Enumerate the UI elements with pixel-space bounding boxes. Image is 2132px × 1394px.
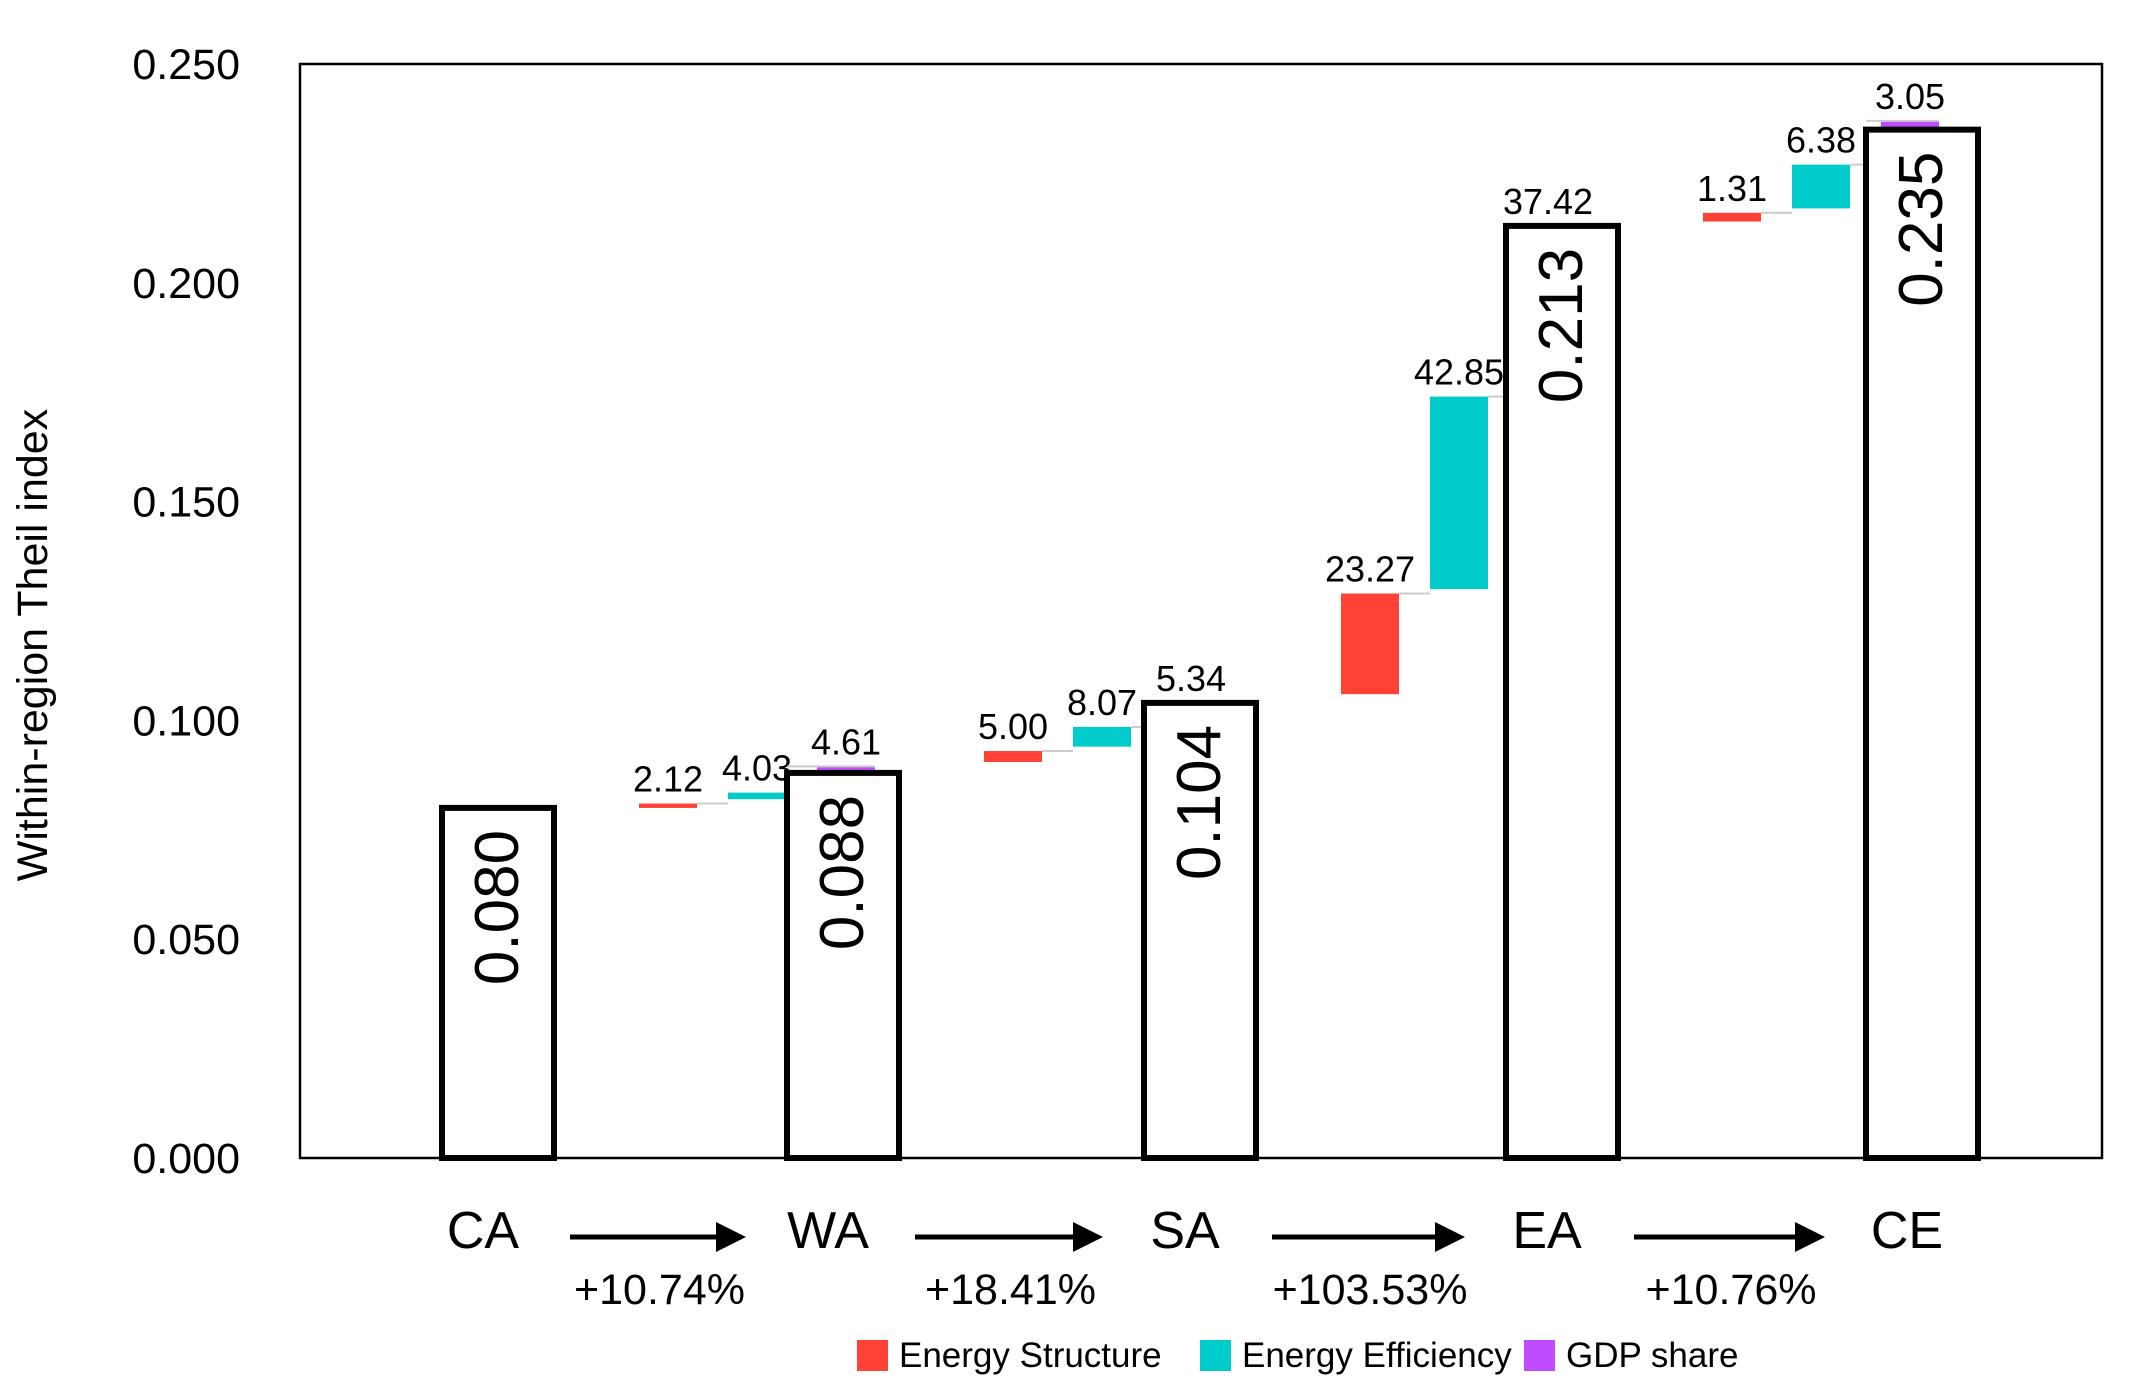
y-tick-label: 0.000 bbox=[132, 1135, 240, 1183]
region-label-ce: CE bbox=[1871, 1202, 1943, 1260]
segment-value-label: 23.27 bbox=[1325, 548, 1415, 589]
total-bar bbox=[1503, 222, 1621, 1162]
component-bars: 2.12 4.03 4.61 5.00 8.07 5.34 23.27 42.85 37.42 1… bbox=[633, 76, 1945, 808]
segment-bar-energy-structure bbox=[984, 751, 1042, 762]
region-label-ca: CA bbox=[447, 1202, 520, 1260]
total-value-label: 0.104 bbox=[1165, 725, 1234, 880]
segment-value-label: 1.31 bbox=[1697, 168, 1767, 209]
legend-label-energy-efficiency: Energy Efficiency bbox=[1242, 1336, 1512, 1375]
y-tick-label: 0.250 bbox=[132, 41, 240, 89]
legend: Energy Structure Energy Efficiency GDP sha… bbox=[857, 1336, 1739, 1375]
total-bar bbox=[784, 769, 902, 1161]
segment-value-label: 8.07 bbox=[1067, 682, 1137, 723]
legend-swatch-gdp-share bbox=[1524, 1340, 1555, 1371]
y-tick-label: 0.150 bbox=[132, 479, 240, 527]
segment-value-label: 3.05 bbox=[1875, 76, 1945, 117]
y-tick-label: 0.050 bbox=[132, 916, 240, 964]
region-label-ea: EA bbox=[1512, 1202, 1582, 1260]
segment-value-label: 37.42 bbox=[1503, 181, 1593, 222]
legend-label-gdp-share: GDP share bbox=[1566, 1336, 1739, 1375]
total-value-label: 0.235 bbox=[1887, 152, 1956, 307]
legend-label-energy-structure: Energy Structure bbox=[899, 1336, 1162, 1375]
y-tick-label: 0.100 bbox=[132, 697, 240, 745]
transition-change-label: +10.74% bbox=[574, 1266, 745, 1314]
segment-value-label: 5.00 bbox=[978, 706, 1048, 747]
segment-value-label: 2.12 bbox=[633, 759, 703, 800]
transition-change-label: +103.53% bbox=[1273, 1266, 1468, 1314]
total-value-label: 0.213 bbox=[1527, 248, 1596, 403]
segment-value-label: 4.03 bbox=[722, 748, 792, 789]
segment-bar-energy-efficiency bbox=[1073, 726, 1131, 747]
segment-value-label: 4.61 bbox=[811, 721, 881, 762]
segment-bar-energy-structure bbox=[1703, 212, 1761, 222]
y-axis-title: Within-region Theil index bbox=[9, 408, 57, 881]
y-tick-label: 0.200 bbox=[132, 260, 240, 308]
transition-change-label: +10.76% bbox=[1646, 1266, 1817, 1314]
segment-bar-energy-efficiency bbox=[1792, 164, 1850, 209]
region-label-sa: SA bbox=[1150, 1202, 1220, 1260]
segment-bar-energy-efficiency bbox=[728, 792, 786, 800]
legend-swatch-energy-efficiency bbox=[1200, 1340, 1231, 1371]
segment-bar-energy-structure bbox=[1341, 593, 1399, 695]
y-axis: 0.000 0.050 0.100 0.150 0.200 0.250 bbox=[132, 41, 240, 1183]
segment-bar-energy-efficiency bbox=[1430, 396, 1488, 590]
legend-swatch-energy-structure bbox=[857, 1340, 888, 1371]
total-bar bbox=[439, 804, 557, 1161]
segment-value-label: 5.34 bbox=[1156, 658, 1226, 699]
total-bar bbox=[1863, 126, 1981, 1161]
total-bar bbox=[1141, 699, 1259, 1161]
x-axis-regions: CA WA SA EA CE +10.74% +18.41% +103.53% +10.76% bbox=[447, 1202, 1943, 1314]
total-value-label: 0.088 bbox=[808, 795, 877, 950]
region-label-wa: WA bbox=[787, 1202, 869, 1260]
segment-bar-energy-structure bbox=[639, 803, 697, 808]
total-bars: 0.080 0.088 0.104 0.213 0.235 bbox=[439, 126, 1981, 1162]
transition-change-label: +18.41% bbox=[925, 1266, 1096, 1314]
total-value-label: 0.080 bbox=[463, 830, 532, 985]
segment-value-label: 42.85 bbox=[1414, 352, 1504, 393]
segment-value-label: 6.38 bbox=[1786, 120, 1856, 161]
